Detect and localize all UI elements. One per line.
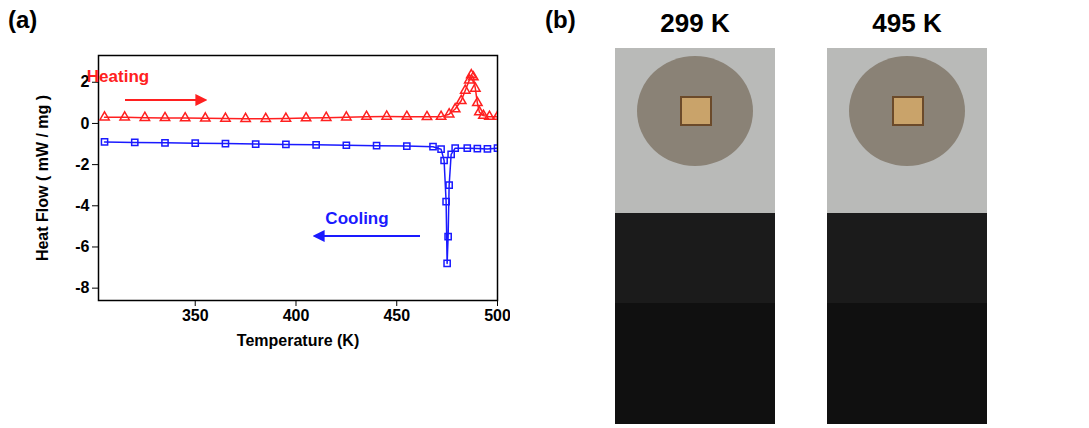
svg-text:Heating: Heating xyxy=(87,67,149,86)
html-text:495 K: 495 K xyxy=(872,8,942,38)
svg-text:-8: -8 xyxy=(75,279,89,296)
svg-text:Heat Flow ( mW / mg ): Heat Flow ( mW / mg ) xyxy=(34,95,51,261)
html-text:(a): (a) xyxy=(8,6,38,33)
html-text:299 K: 299 K xyxy=(660,8,730,38)
svg-text:0: 0 xyxy=(81,115,90,132)
html-text:(b): (b) xyxy=(545,6,576,33)
svg-text:-6: -6 xyxy=(75,238,89,255)
svg-text:500: 500 xyxy=(484,307,510,324)
svg-text:Temperature (K): Temperature (K) xyxy=(237,332,359,349)
svg-text:Cooling: Cooling xyxy=(325,209,388,228)
svg-text:350: 350 xyxy=(182,307,209,324)
svg-text:-4: -4 xyxy=(75,197,89,214)
svg-text:-2: -2 xyxy=(75,156,89,173)
svg-text:450: 450 xyxy=(383,307,410,324)
svg-text:400: 400 xyxy=(283,307,310,324)
svg-text:2: 2 xyxy=(80,73,90,91)
